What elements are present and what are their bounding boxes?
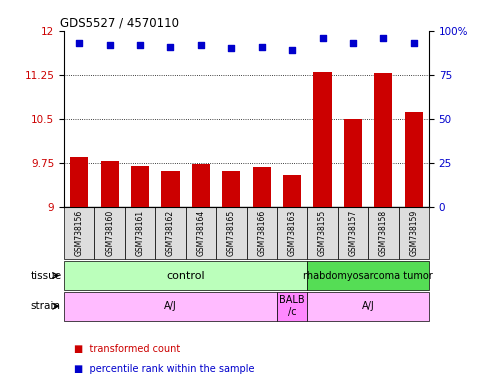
Bar [344, 119, 362, 207]
Text: GSM738166: GSM738166 [257, 210, 266, 257]
Point [258, 43, 266, 50]
Point [106, 42, 113, 48]
Bar [314, 72, 332, 207]
Bar [374, 73, 392, 207]
Text: GSM738156: GSM738156 [75, 210, 84, 257]
Bar [283, 175, 301, 207]
Bar [252, 167, 271, 207]
Point [349, 40, 357, 46]
Text: A/J: A/J [164, 301, 177, 311]
Bar [307, 292, 429, 321]
Bar [246, 207, 277, 259]
Bar [131, 166, 149, 207]
Point [136, 42, 144, 48]
Point [167, 43, 175, 50]
Bar [277, 292, 307, 321]
Bar [307, 261, 429, 290]
Text: GSM738162: GSM738162 [166, 210, 175, 257]
Text: GSM738165: GSM738165 [227, 210, 236, 257]
Point [197, 42, 205, 48]
Text: GSM738158: GSM738158 [379, 210, 388, 257]
Text: ■  transformed count: ■ transformed count [74, 344, 180, 354]
Text: GSM738160: GSM738160 [105, 210, 114, 257]
Point [380, 35, 387, 41]
Text: strain: strain [31, 301, 61, 311]
Text: GSM738161: GSM738161 [136, 210, 144, 257]
Text: GSM738159: GSM738159 [409, 210, 418, 257]
Bar [64, 207, 95, 259]
Point [227, 45, 235, 51]
Bar [368, 207, 398, 259]
Text: ■  percentile rank within the sample: ■ percentile rank within the sample [74, 364, 254, 374]
Text: tissue: tissue [31, 270, 62, 281]
Bar [161, 171, 179, 207]
Point [318, 35, 326, 41]
Text: GSM738157: GSM738157 [349, 210, 357, 257]
Text: GSM738155: GSM738155 [318, 210, 327, 257]
Text: GSM738163: GSM738163 [287, 210, 297, 257]
Bar [64, 292, 277, 321]
Bar [125, 207, 155, 259]
Bar [70, 157, 88, 207]
Bar [222, 171, 241, 207]
Text: GDS5527 / 4570110: GDS5527 / 4570110 [61, 17, 179, 30]
Bar [405, 112, 423, 207]
Point [410, 40, 418, 46]
Text: BALB
/c: BALB /c [280, 295, 305, 317]
Bar [95, 207, 125, 259]
Point [288, 47, 296, 53]
Text: A/J: A/J [362, 301, 375, 311]
Point [75, 40, 83, 46]
Bar [277, 207, 307, 259]
Text: rhabdomyosarcoma tumor: rhabdomyosarcoma tumor [303, 270, 433, 281]
Bar [101, 161, 119, 207]
Bar [192, 164, 210, 207]
Bar [64, 261, 307, 290]
Bar [186, 207, 216, 259]
Text: control: control [166, 270, 205, 281]
Bar [398, 207, 429, 259]
Text: GSM738164: GSM738164 [196, 210, 206, 257]
Bar [307, 207, 338, 259]
Bar [338, 207, 368, 259]
Bar [216, 207, 246, 259]
Bar [155, 207, 186, 259]
